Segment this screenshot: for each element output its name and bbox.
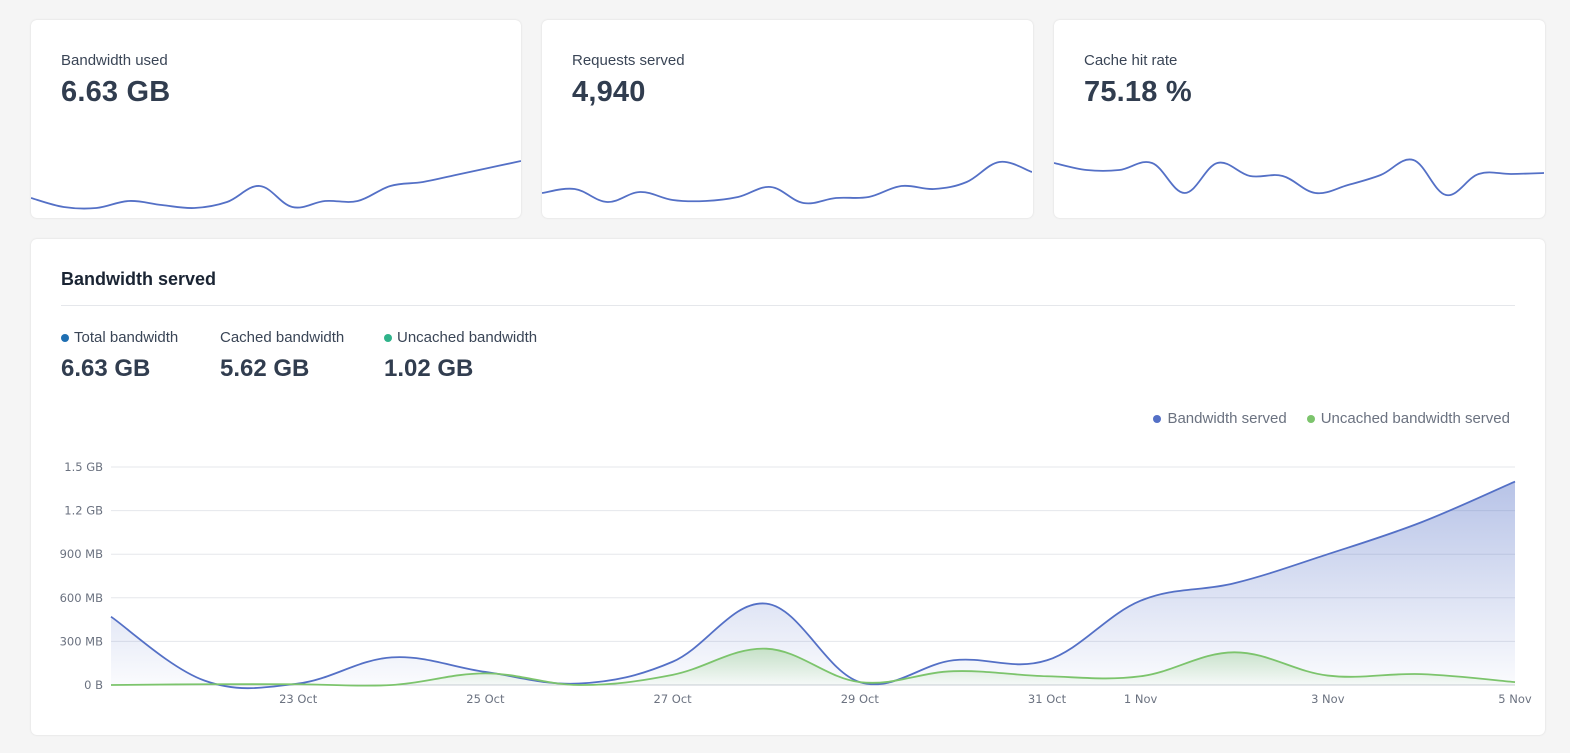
x-tick-label: 3 Nov: [1311, 692, 1345, 706]
summary-label: Cached bandwidth: [220, 329, 345, 346]
stat-label: Cache hit rate: [1084, 52, 1178, 69]
y-tick-label: 300 MB: [60, 634, 104, 648]
sparkline-bandwidth: [31, 160, 521, 210]
bullet-dot: [61, 333, 69, 342]
x-tick-label: 5 Nov: [1498, 692, 1532, 706]
x-tick-label: 29 Oct: [841, 692, 880, 706]
chart-legend: Bandwidth served Uncached bandwidth serv…: [1153, 410, 1510, 427]
series-line: [110, 480, 1516, 690]
stat-value: 4,940: [572, 76, 646, 108]
x-tick-label: 25 Oct: [466, 692, 505, 706]
stat-value: 6.63 GB: [61, 76, 171, 108]
summary-label: Uncached bandwidth: [397, 329, 538, 346]
x-tick-label: 23 Oct: [279, 692, 318, 706]
legend-item-uncached-bandwidth-served[interactable]: Uncached bandwidth served: [1306, 410, 1510, 427]
summary-value: 6.63 GB: [61, 355, 151, 382]
sparkline-line: [1054, 158, 1544, 196]
sparkline-requests: [542, 160, 1032, 205]
y-tick-label: 0 B: [84, 678, 103, 692]
legend-label: Bandwidth served: [1167, 410, 1287, 427]
sparkline-cache-hit-rate: [1054, 158, 1544, 196]
legend-dot: [1306, 414, 1315, 423]
stat-value: 75.18 %: [1084, 76, 1192, 108]
x-tick-label: 31 Oct: [1028, 692, 1067, 706]
series-area: [111, 481, 1515, 689]
summary-label: Total bandwidth: [74, 329, 179, 346]
x-tick-label: 27 Oct: [654, 692, 693, 706]
summary-total-bandwidth: Total bandwidth 6.63 GB: [61, 329, 178, 383]
summary-value: 5.62 GB: [220, 355, 310, 382]
sparkline-line: [542, 160, 1032, 205]
y-tick-label: 1.2 GB: [64, 504, 103, 518]
stat-card-requests: Requests served 4,940: [542, 20, 1033, 218]
y-tick-label: 600 MB: [60, 591, 104, 605]
bullet-dot: [384, 333, 392, 342]
summary-uncached-bandwidth: Uncached bandwidth 1.02 GB: [384, 329, 537, 383]
legend-dot: [1153, 414, 1162, 423]
y-tick-label: 1.5 GB: [64, 460, 103, 474]
stat-label: Requests served: [572, 52, 685, 69]
stat-label: Bandwidth used: [61, 52, 168, 69]
stat-card-cache-hit-rate: Cache hit rate 75.18 %: [1054, 20, 1545, 218]
bandwidth-served-panel: Bandwidth served Total bandwidth 6.63 GB…: [31, 239, 1545, 735]
summary-value: 1.02 GB: [384, 355, 474, 382]
series-line: [110, 647, 1516, 687]
stat-card-bandwidth: Bandwidth used 6.63 GB: [31, 20, 521, 218]
legend-label: Uncached bandwidth served: [1320, 410, 1510, 427]
sparkline-line: [31, 160, 521, 210]
series-area: [111, 648, 1515, 686]
panel-title: Bandwidth served: [61, 269, 217, 289]
summary-cached-bandwidth: Cached bandwidth 5.62 GB: [220, 329, 344, 383]
bandwidth-chart: 0 B 300 MB 600 MB 900 MB 1.2 GB 1.5 GB 23 Oct 2…: [60, 460, 1532, 706]
y-tick-label: 900 MB: [60, 547, 104, 561]
legend-item-bandwidth-served[interactable]: Bandwidth served: [1153, 410, 1287, 427]
panel-divider: [61, 305, 1515, 306]
x-tick-label: 1 Nov: [1124, 692, 1158, 706]
